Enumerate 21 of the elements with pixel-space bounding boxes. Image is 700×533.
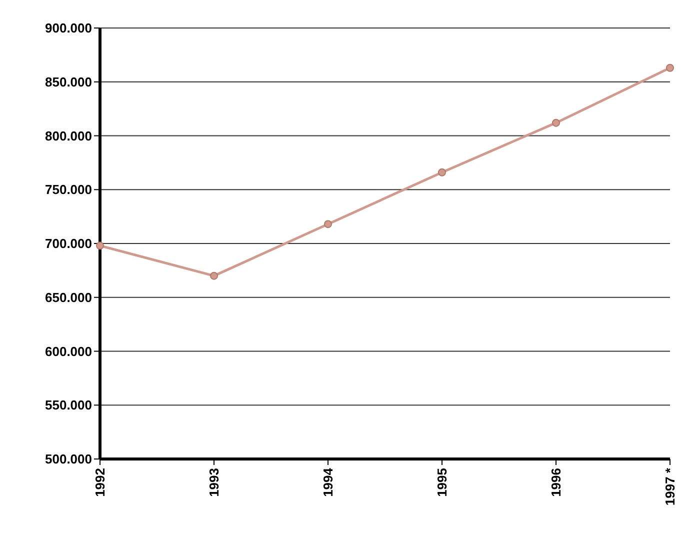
y-tick-label: 800.000 — [45, 128, 92, 144]
y-tick-label: 650.000 — [45, 290, 92, 305]
x-tick-label: 1993 — [206, 468, 222, 497]
y-tick-label: 750.000 — [45, 182, 92, 198]
point — [96, 242, 104, 250]
point — [324, 220, 332, 228]
point — [438, 168, 446, 176]
point — [666, 64, 674, 72]
point — [552, 118, 560, 127]
x-tick-label: 1996 — [548, 468, 564, 497]
x-tick-label: 1994 — [320, 467, 336, 497]
y-tick-label: 550.000 — [45, 398, 92, 413]
y-tick-label: 600.000 — [45, 344, 92, 359]
point — [210, 272, 218, 280]
x-tick-label: 1992 — [92, 468, 108, 497]
y-tick-label: 700.000 — [45, 236, 92, 252]
y-tick-label: 850.000 — [45, 74, 92, 90]
x-tick-label: 1995 — [434, 468, 450, 497]
x-tick-label: 1997 * — [662, 467, 678, 506]
y-tick-label: 500.000 — [45, 452, 92, 467]
y-tick-label: 900.000 — [45, 20, 92, 36]
